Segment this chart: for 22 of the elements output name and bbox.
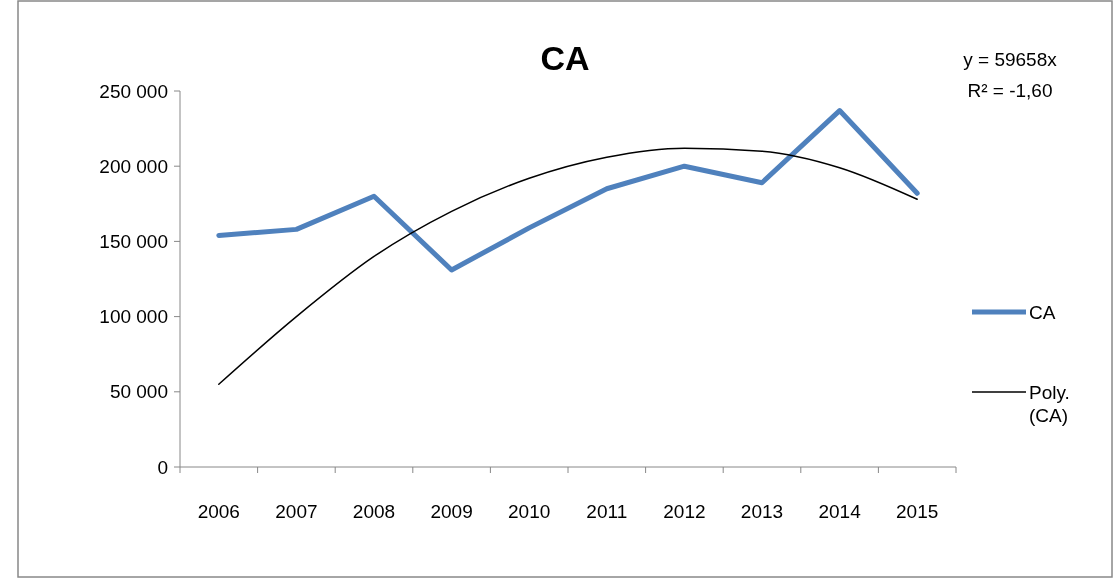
y-tick-label: 50 000 (109, 381, 168, 403)
x-tick-label: 2011 (586, 501, 628, 522)
x-tick-label: 2009 (430, 501, 473, 522)
text: y = 59658x (963, 49, 1058, 70)
x-tick-label: 2006 (197, 501, 240, 522)
y-tick-label: 0 (157, 456, 168, 478)
x-tick-label: 2014 (818, 501, 862, 522)
x-tick-label: 2013 (740, 501, 784, 522)
line-series (218, 147, 918, 386)
x-tick-label: 2015 (896, 501, 939, 522)
y-tick-label: 150 000 (99, 231, 168, 253)
legend-label: CA (1029, 301, 1056, 323)
x-tick-label: 2012 (663, 501, 706, 522)
x-tick-label: 2008 (352, 501, 396, 522)
x-tick-label: 2007 (275, 501, 318, 522)
y-tick-label: 100 000 (99, 306, 168, 328)
chart-title: CA (540, 39, 590, 77)
x-tick-label: 2010 (508, 501, 551, 522)
text: R² = -1,60 (967, 80, 1053, 101)
legend-label: Poly. (CA) (1029, 381, 1070, 427)
y-tick-label: 250 000 (99, 80, 168, 102)
y-tick-label: 200 000 (99, 155, 168, 177)
